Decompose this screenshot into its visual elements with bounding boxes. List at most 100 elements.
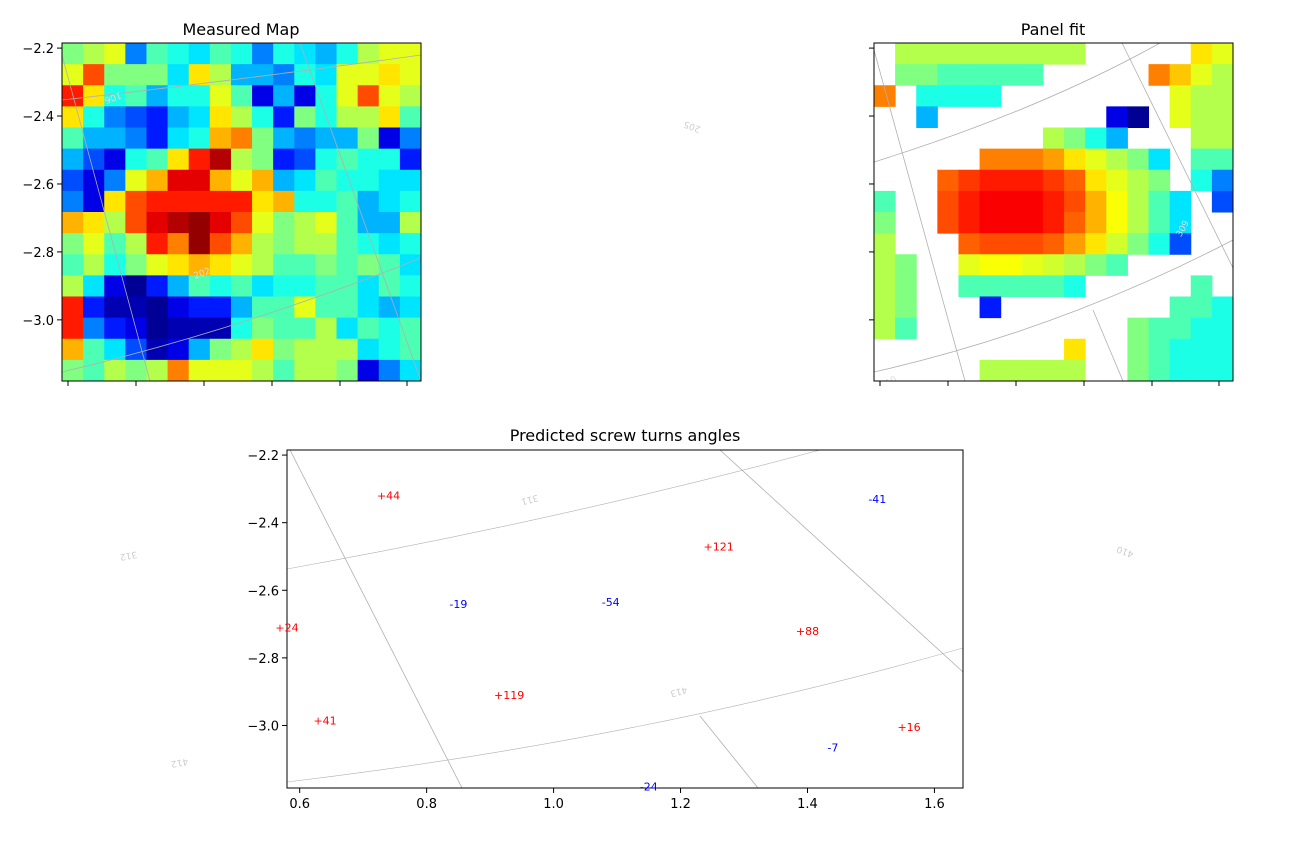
panel-fit-title: Panel fit	[1021, 20, 1086, 39]
heatmap-cell	[979, 169, 1002, 192]
screw-turns-panel: Predicted screw turns angles 0.6 0.8 1.0 1.…	[119, 118, 1135, 812]
heatmap-cell	[1042, 233, 1065, 255]
heatmap-cell	[209, 148, 232, 171]
heatmap-cell	[146, 296, 169, 319]
heatmap-cell	[104, 212, 126, 234]
heatmap-cell	[294, 296, 316, 319]
heatmap-cell	[209, 190, 232, 213]
heatmap-cell	[1085, 254, 1107, 276]
x-tick-label: 1.2	[670, 797, 691, 812]
heatmap-cell	[874, 85, 896, 107]
heatmap-cell	[252, 169, 274, 192]
heatmap-cell	[1042, 169, 1065, 192]
heatmap-cell	[104, 106, 126, 129]
heatmap-cell	[167, 85, 190, 107]
heatmap-cell	[252, 190, 274, 213]
heatmap-cell	[336, 148, 359, 171]
heatmap-cell	[1085, 148, 1107, 171]
heatmap-cell	[1021, 169, 1044, 192]
heatmap-cell	[209, 275, 232, 298]
heatmap-cell	[1169, 359, 1192, 381]
heatmap-cell	[104, 359, 126, 381]
heatmap-cell	[399, 275, 421, 298]
heatmap-cell	[1042, 127, 1065, 150]
heatmap-cell	[252, 359, 274, 381]
heatmap-cell	[1190, 148, 1213, 171]
heatmap-cell	[273, 190, 295, 213]
heatmap-cell	[1106, 169, 1128, 192]
heatmap-cell	[1127, 317, 1150, 340]
heatmap-cell	[230, 169, 253, 192]
heatmap-cell	[252, 254, 274, 276]
heatmap-cell	[1190, 106, 1213, 129]
heatmap-cell	[1000, 233, 1023, 255]
heatmap-cell	[1169, 317, 1192, 340]
heatmap-cell	[378, 148, 401, 171]
heatmap-cell	[294, 359, 316, 381]
heatmap-cell	[167, 64, 190, 86]
heatmap-cell	[83, 254, 105, 276]
heatmap-cell	[1127, 338, 1150, 361]
heatmap-cell	[294, 254, 316, 276]
screw-turn-annotation: -19	[449, 598, 467, 611]
heatmap-cell	[294, 275, 316, 298]
heatmap-cell	[188, 127, 211, 150]
heatmap-cell	[146, 338, 169, 361]
heatmap-cell	[357, 254, 380, 276]
heatmap-cell	[315, 64, 338, 86]
heatmap-cell	[125, 148, 147, 171]
heatmap-cell	[336, 233, 359, 255]
heatmap-cell	[895, 254, 917, 276]
screw-turn-annotation: +16	[897, 721, 920, 734]
heatmap-cell	[1148, 338, 1171, 361]
heatmap-cell	[125, 85, 147, 107]
heatmap-cell	[1064, 127, 1086, 150]
heatmap-cell	[378, 85, 401, 107]
heatmap-cell	[399, 338, 421, 361]
screw-turns-overlay-label: 413	[669, 684, 688, 698]
heatmap-cell	[230, 212, 253, 234]
heatmap-cell	[1106, 106, 1128, 129]
heatmap-cell	[125, 190, 147, 213]
heatmap-cell	[1211, 359, 1233, 381]
heatmap-cell	[1085, 190, 1107, 213]
heatmap-cell	[252, 233, 274, 255]
heatmap-cell	[315, 233, 338, 255]
heatmap-cell	[62, 275, 84, 298]
heatmap-cell	[958, 169, 981, 192]
heatmap-cell	[83, 212, 105, 234]
heatmap-cell	[1064, 190, 1086, 213]
heatmap-cell	[1211, 106, 1233, 129]
heatmap-cell	[1190, 338, 1213, 361]
heatmap-cell	[357, 127, 380, 150]
heatmap-cell	[104, 190, 126, 213]
heatmap-cell	[252, 275, 274, 298]
heatmap-cell	[874, 275, 896, 298]
heatmap-cell	[979, 359, 1002, 381]
heatmap-cell	[378, 106, 401, 129]
screw-turn-annotation: -24	[640, 780, 658, 793]
heatmap-cell	[62, 169, 84, 192]
y-tick-label: −3.0	[22, 314, 54, 329]
heatmap-cell	[399, 233, 421, 255]
heatmap-cell	[874, 190, 896, 213]
heatmap-cell	[937, 64, 959, 86]
heatmap-cell	[399, 190, 421, 213]
heatmap-cell	[1064, 275, 1086, 298]
heatmap-cell	[188, 212, 211, 234]
heatmap-cell	[230, 190, 253, 213]
heatmap-cell	[273, 212, 295, 234]
heatmap-cell	[167, 338, 190, 361]
heatmap-cell	[209, 254, 232, 276]
heatmap-cell	[357, 106, 380, 129]
heatmap-cell	[315, 254, 338, 276]
heatmap-cell	[294, 127, 316, 150]
heatmap-cell	[378, 296, 401, 319]
heatmap-cell	[104, 275, 126, 298]
heatmap-cell	[273, 317, 295, 340]
heatmap-cell	[1021, 190, 1044, 213]
heatmap-cell	[399, 43, 421, 65]
heatmap-cell	[1021, 64, 1044, 86]
heatmap-cell	[1211, 85, 1233, 107]
heatmap-cell	[104, 233, 126, 255]
